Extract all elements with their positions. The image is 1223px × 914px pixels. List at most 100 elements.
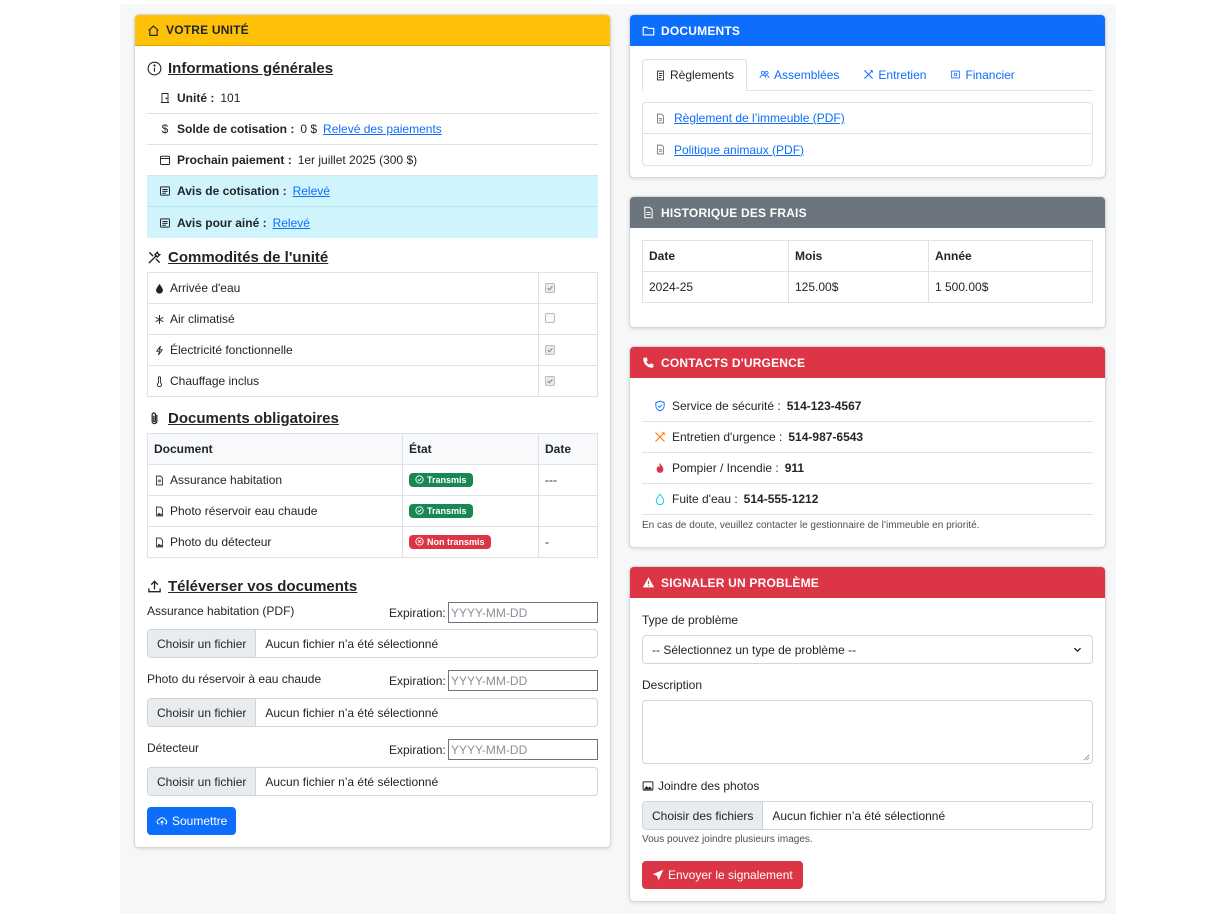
building-rules-link[interactable]: Règlement de l’immeuble (PDF) <box>674 111 845 125</box>
amenity-checkbox[interactable] <box>545 283 555 293</box>
amenities-table: Arrivée d'eau Air climatisé Électricité … <box>147 272 598 397</box>
expiration-date-input[interactable] <box>448 670 598 691</box>
amenity-label: Arrivée d'eau <box>170 281 241 295</box>
x-circle-icon <box>415 537 424 546</box>
next-payment-row: Prochain paiement : 1er juillet 2025 (30… <box>147 145 598 176</box>
expiration-label: Expiration: <box>389 674 446 688</box>
upload-field-label: Assurance habitation (PDF) <box>147 604 295 618</box>
amenity-checkbox[interactable] <box>545 345 555 355</box>
file-icon <box>656 113 665 123</box>
pet-policy-link[interactable]: Politique animaux (PDF) <box>674 142 805 157</box>
file-input[interactable]: Choisir un fichier Aucun fichier n’a été… <box>147 698 598 727</box>
fee-month: 125.00$ <box>788 271 929 303</box>
send-report-button[interactable]: Envoyer le signalement <box>642 861 803 889</box>
tab-entretien[interactable]: Entretien <box>851 59 938 90</box>
file-text-icon <box>656 70 665 80</box>
notice-icon <box>160 186 170 196</box>
expiration-label: Expiration: <box>389 606 446 620</box>
report-problem-card: SIGNALER UN PROBLÈME Type de problème --… <box>629 566 1106 902</box>
table-row: 2024-25 125.00$ 1 500.00$ <box>642 271 1093 303</box>
photos-file-input[interactable]: Choisir des fichiers Aucun fichier n’a é… <box>642 801 1093 830</box>
house-icon <box>148 24 159 36</box>
emergency-contacts-card: CONTACTS D'URGENCE Service de sécurité :… <box>629 346 1106 548</box>
thermometer-icon <box>157 375 162 387</box>
contact-row-maintenance: Entretien d'urgence : 514-987-6543 <box>642 422 1093 453</box>
payment-statement-link[interactable]: Relevé des paiements <box>323 122 442 136</box>
amenity-label: Chauffage inclus <box>170 374 260 388</box>
warning-icon <box>642 577 655 588</box>
amenity-label: Air climatisé <box>170 312 235 326</box>
description-label: Description <box>642 678 703 692</box>
fee-date: 2024-25 <box>642 271 789 303</box>
choose-file-button[interactable]: Choisir un fichier <box>148 630 257 657</box>
upload-icon <box>148 580 161 593</box>
report-card-header: SIGNALER UN PROBLÈME <box>630 567 1105 598</box>
senior-notice-link[interactable]: Relevé <box>272 215 310 230</box>
contact-phone[interactable]: 911 <box>784 461 805 475</box>
documents-card-header: DOCUMENTS <box>630 15 1105 46</box>
upload-title: Téléverser vos documents <box>147 578 357 595</box>
file-icon <box>656 144 665 155</box>
documents-card-title: DOCUMENTS <box>661 23 741 38</box>
file-image-icon <box>155 537 164 547</box>
info-circle-icon <box>147 61 162 76</box>
cash-icon <box>951 70 961 79</box>
documents-list: Règlement de l’immeuble (PDF) Politique … <box>642 102 1093 166</box>
amenity-checkbox[interactable] <box>545 376 555 386</box>
notice-row: Avis de cotisation : Relevé <box>147 176 598 207</box>
contact-phone[interactable]: 514-987-6543 <box>788 430 864 444</box>
contact-row-water-leak: Fuite d'eau : 514-555-1212 <box>642 484 1093 515</box>
notice-link[interactable]: Relevé <box>292 184 330 198</box>
emergency-card-title: CONTACTS D'URGENCE <box>661 355 806 370</box>
calendar-icon <box>160 155 170 165</box>
required-docs-title-text: Documents obligatoires <box>168 410 339 427</box>
contact-label: Fuite d'eau : <box>672 492 738 506</box>
emergency-note: En cas de doute, veuillez contacter le g… <box>642 520 980 531</box>
file-status: Aucun fichier n’a été sélectionné <box>265 705 439 720</box>
problem-type-label: Type de problème <box>642 613 739 627</box>
expiration-label: Expiration: <box>389 743 446 757</box>
doc-name: Photo réservoir eau chaude <box>170 504 318 518</box>
contact-label: Entretien d'urgence : <box>672 430 783 444</box>
photos-label-row: Joindre des photos <box>642 779 759 793</box>
droplet-icon <box>655 493 665 505</box>
description-textarea[interactable] <box>642 700 1093 764</box>
tab-assemblees[interactable]: Assemblées <box>747 59 851 90</box>
contact-phone[interactable]: 514-555-1212 <box>743 492 819 506</box>
upload-title-text: Téléverser vos documents <box>168 578 358 595</box>
problem-type-select[interactable]: -- Sélectionnez un type de problème -- <box>642 635 1093 664</box>
door-icon <box>160 93 170 103</box>
status-badge: Non transmis <box>409 534 491 549</box>
amenity-checkbox[interactable] <box>545 313 555 323</box>
unit-card-title: VOTRE UNITÉ <box>166 23 249 37</box>
fee-year: 1 500.00$ <box>928 271 1093 303</box>
expiration-date-input[interactable] <box>448 739 598 760</box>
column-header-month: Mois <box>788 240 929 272</box>
doc-name: Assurance habitation <box>170 473 283 487</box>
tab-reglements[interactable]: Règlements <box>642 59 748 91</box>
column-header-date: Date <box>642 240 789 272</box>
file-input[interactable]: Choisir un fichier Aucun fichier n’a été… <box>147 629 598 658</box>
required-docs-title: Documents obligatoires <box>147 410 339 427</box>
choose-files-button[interactable]: Choisir des fichiers <box>643 802 764 829</box>
folder-icon <box>642 26 655 36</box>
file-status: Aucun fichier n’a été sélectionné <box>265 636 439 651</box>
file-input[interactable]: Choisir un fichier Aucun fichier n’a été… <box>147 767 598 796</box>
table-row: Arrivée d'eau <box>147 272 598 304</box>
droplet-icon <box>156 283 163 294</box>
submit-button[interactable]: Soumettre <box>147 807 237 835</box>
fees-card-title: HISTORIQUE DES FRAIS <box>661 205 807 220</box>
resize-handle-icon[interactable] <box>1083 754 1090 761</box>
amenities-title-text: Commodités de l'unité <box>168 249 329 266</box>
photos-file-status: Aucun fichier n’a été sélectionné <box>772 808 946 823</box>
choose-file-button[interactable]: Choisir un fichier <box>148 768 257 795</box>
contact-phone[interactable]: 514-123-4567 <box>786 399 862 413</box>
people-icon <box>759 70 770 79</box>
table-header-row: Date Mois Année <box>642 240 1093 272</box>
expiration-date-input[interactable] <box>448 602 598 623</box>
phone-icon <box>643 357 654 368</box>
tab-financier[interactable]: Financier <box>938 59 1026 90</box>
choose-file-button[interactable]: Choisir un fichier <box>148 699 257 726</box>
senior-notice-row: Avis pour ainé : Relevé <box>147 207 598 238</box>
table-row: Électricité fonctionnelle <box>147 334 598 366</box>
